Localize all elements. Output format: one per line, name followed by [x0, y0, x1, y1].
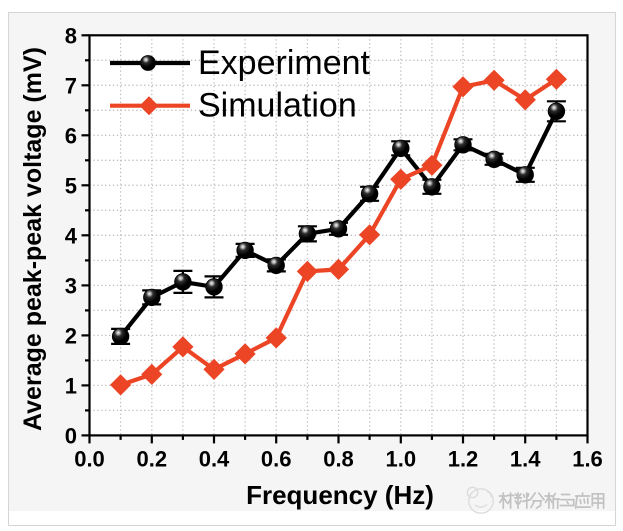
svg-text:1.0: 1.0: [386, 447, 417, 472]
svg-text:3: 3: [65, 273, 77, 298]
svg-text:2: 2: [65, 323, 77, 348]
svg-text:0.0: 0.0: [74, 447, 105, 472]
svg-text:0.2: 0.2: [137, 447, 168, 472]
svg-text:0.8: 0.8: [323, 447, 354, 472]
svg-text:4: 4: [65, 223, 78, 248]
svg-text:7: 7: [65, 73, 77, 98]
svg-text:1.6: 1.6: [572, 447, 603, 472]
svg-text:8: 8: [65, 23, 77, 48]
svg-text:1.4: 1.4: [510, 447, 541, 472]
svg-text:0.4: 0.4: [199, 447, 230, 472]
svg-text:Frequency (Hz): Frequency (Hz): [246, 480, 434, 510]
svg-text:0.6: 0.6: [261, 447, 292, 472]
svg-text:Experiment: Experiment: [198, 44, 371, 82]
svg-text:1: 1: [65, 373, 77, 398]
svg-text:1.2: 1.2: [448, 447, 479, 472]
svg-text:0: 0: [65, 423, 77, 448]
svg-text:Simulation: Simulation: [198, 87, 357, 125]
svg-text:5: 5: [65, 173, 77, 198]
svg-text:6: 6: [65, 123, 77, 148]
svg-text:Average peak-peak voltage (mV): Average peak-peak voltage (mV): [19, 47, 47, 431]
